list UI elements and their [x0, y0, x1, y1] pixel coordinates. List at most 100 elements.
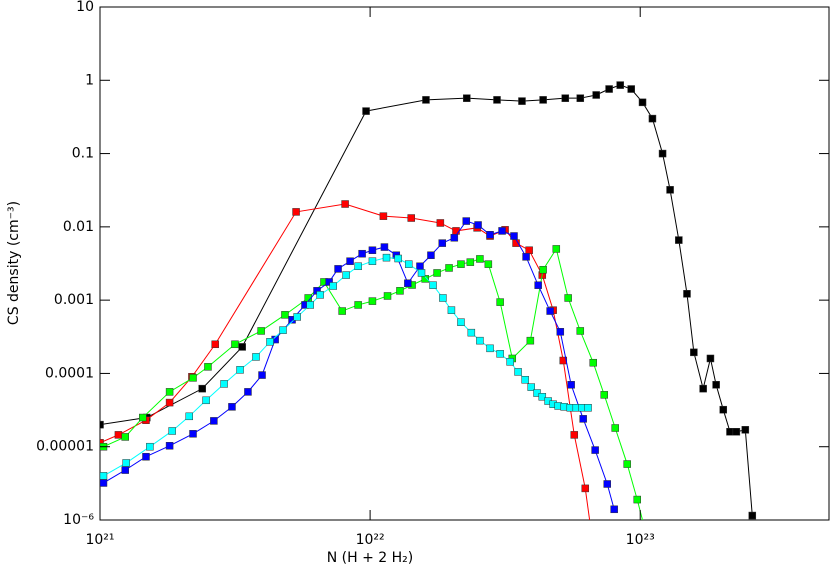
point — [611, 424, 619, 432]
point — [556, 328, 565, 336]
point — [452, 227, 460, 235]
point — [189, 430, 197, 438]
point — [732, 428, 741, 436]
point — [546, 307, 554, 315]
point — [683, 290, 691, 298]
point — [450, 234, 459, 242]
y-tick-label: 0.001 — [54, 292, 94, 308]
point — [486, 231, 494, 239]
point — [719, 405, 728, 414]
point — [146, 442, 154, 451]
point — [266, 338, 274, 346]
point — [457, 318, 465, 326]
point — [416, 262, 424, 271]
point — [231, 340, 239, 349]
point — [100, 420, 104, 429]
point — [427, 251, 435, 259]
point — [422, 96, 430, 104]
point — [379, 212, 388, 220]
point — [518, 97, 526, 105]
point — [258, 371, 266, 379]
point — [539, 265, 547, 274]
point — [165, 388, 174, 396]
y-tick-label: 1 — [85, 72, 94, 88]
point — [638, 98, 647, 107]
point — [438, 239, 447, 247]
point — [627, 85, 635, 93]
point — [341, 200, 349, 208]
point — [165, 442, 174, 450]
point — [498, 227, 506, 235]
point — [467, 328, 476, 337]
point — [244, 388, 252, 396]
point — [436, 219, 445, 227]
point — [325, 278, 333, 286]
point — [658, 149, 667, 158]
point — [383, 292, 392, 300]
series-line — [103, 257, 589, 477]
y-tick-label: 0.1 — [72, 146, 94, 162]
point — [521, 375, 529, 384]
point — [396, 287, 404, 295]
point — [114, 431, 123, 439]
point — [445, 264, 453, 272]
point — [570, 431, 579, 439]
y-tick-label: 0.0001 — [45, 365, 94, 381]
point — [525, 246, 533, 254]
point — [603, 480, 611, 488]
point — [527, 383, 535, 391]
point — [726, 428, 734, 436]
point — [368, 257, 377, 265]
point — [592, 91, 600, 99]
point — [139, 413, 147, 422]
point — [463, 94, 471, 102]
point — [281, 311, 289, 319]
point — [142, 452, 150, 461]
point — [748, 511, 757, 520]
series-line — [100, 84, 753, 516]
x-tick-label: 10²¹ — [85, 532, 114, 548]
point — [407, 214, 415, 222]
point — [368, 297, 377, 305]
point — [522, 253, 530, 261]
point — [189, 374, 197, 382]
point — [165, 398, 174, 407]
point — [211, 340, 219, 349]
point — [354, 262, 362, 271]
x-axis-title: N (H + 2 H₂) — [327, 550, 414, 566]
point — [204, 363, 212, 371]
plot-area — [100, 81, 757, 520]
point — [610, 505, 618, 514]
point — [584, 404, 592, 412]
point — [567, 381, 575, 389]
point — [238, 343, 246, 351]
series-line — [103, 247, 643, 520]
point — [514, 368, 522, 376]
point — [623, 460, 631, 468]
point — [368, 246, 377, 254]
point — [591, 446, 599, 454]
point — [462, 217, 471, 225]
point — [576, 327, 585, 335]
point — [510, 232, 518, 240]
point — [429, 281, 437, 289]
x-tick-label: 10²³ — [626, 532, 655, 548]
point — [346, 257, 354, 265]
point — [466, 258, 475, 266]
point — [338, 307, 346, 315]
point — [210, 417, 218, 425]
point — [538, 393, 547, 401]
point — [616, 81, 624, 89]
point — [476, 255, 484, 263]
point — [382, 253, 391, 262]
point — [496, 298, 504, 306]
y-tick-label: 0.01 — [63, 219, 94, 235]
point — [526, 336, 535, 345]
point — [476, 336, 484, 345]
point — [600, 391, 608, 399]
point — [316, 291, 324, 299]
point — [741, 426, 750, 434]
point — [633, 495, 641, 504]
point — [202, 396, 210, 405]
